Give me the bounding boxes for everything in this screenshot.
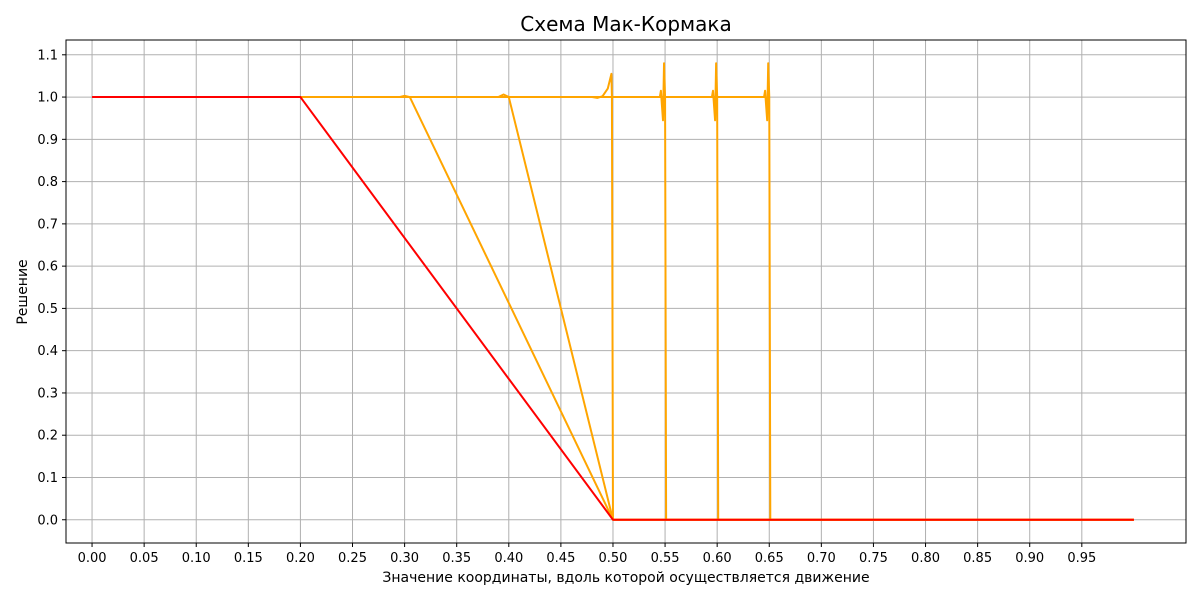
plot-frame: [65, 39, 1187, 544]
x-tick-label: 0.35: [442, 551, 471, 566]
y-axis-label: Решение: [15, 259, 31, 324]
x-tick-label: 0.50: [599, 551, 628, 566]
y-tick-label: 0.5: [37, 302, 58, 317]
x-tick-label: 0.65: [755, 551, 784, 566]
y-tick-label: 0.6: [37, 260, 58, 275]
x-tick-label: 0.10: [182, 551, 211, 566]
y-tick-label: 1.0: [37, 91, 58, 106]
x-axis-label: Значение координаты, вдоль которой осуще…: [382, 570, 869, 586]
x-tick-label: 0.75: [859, 551, 888, 566]
x-tick-label: 0.30: [390, 551, 419, 566]
series-group: [92, 62, 1134, 521]
y-tick-label: 0.2: [37, 429, 58, 444]
x-tick-label: 0.15: [234, 551, 263, 566]
y-tick-label: 0.3: [37, 386, 58, 401]
x-tick-label: 0.55: [651, 551, 680, 566]
x-tick-label: 0.70: [807, 551, 836, 566]
x-tick-label: 0.60: [703, 551, 732, 566]
y-tick-label: 0.4: [37, 344, 58, 359]
x-tick-label: 0.05: [130, 551, 159, 566]
series-line-4: [300, 62, 1134, 521]
x-tick-label: 0.95: [1067, 551, 1096, 566]
x-tick-label: 0.45: [546, 551, 575, 566]
y-tick-label: 0.0: [37, 513, 58, 528]
x-tick-label: 0.85: [963, 551, 992, 566]
grid: [66, 40, 1186, 543]
series-line-7: [92, 96, 1134, 521]
y-tick-label: 0.7: [37, 217, 58, 232]
axis-ticks: 0.00 0.05 0.10 0.15 0.20 0.25 0.30 0.35 0.40 0.45…: [37, 48, 1096, 566]
x-tick-label: 0.00: [78, 551, 107, 566]
y-tick-label: 0.8: [37, 175, 58, 190]
chart-title: Схема Мак-Кормака: [520, 12, 731, 36]
x-tick-label: 0.40: [494, 551, 523, 566]
y-tick-label: 0.9: [37, 133, 58, 148]
series-line-6: [300, 62, 1134, 521]
x-tick-label: 0.90: [1015, 551, 1044, 566]
x-tick-label: 0.20: [286, 551, 315, 566]
x-tick-label: 0.80: [911, 551, 940, 566]
y-tick-label: 1.1: [37, 48, 58, 63]
x-tick-label: 0.25: [338, 551, 367, 566]
y-tick-label: 0.1: [37, 471, 58, 486]
series-line-5: [300, 62, 1134, 521]
